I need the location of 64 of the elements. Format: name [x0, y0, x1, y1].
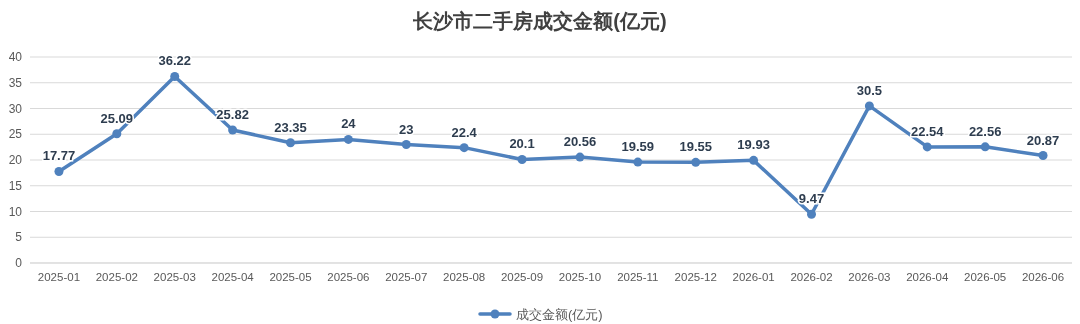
point — [1038, 151, 1048, 161]
y-tick-label: 35 — [8, 75, 23, 90]
point — [228, 125, 238, 135]
point — [401, 140, 411, 150]
y-tick-label: 40 — [8, 50, 23, 64]
point — [343, 134, 353, 144]
data-label: 22.56 — [968, 123, 1002, 139]
point — [807, 209, 816, 219]
x-tick-label: 2025-04 — [211, 271, 255, 283]
y-tick-label: 5 — [15, 230, 23, 245]
data-label: 25.82 — [216, 107, 249, 123]
x-tick-label: 2026-01 — [732, 271, 775, 283]
x-tick-label: 2025-01 — [37, 271, 81, 283]
data-label: 19.55 — [679, 139, 712, 155]
data-label: 19.93 — [737, 137, 770, 153]
point — [517, 154, 527, 164]
x-tick-label: 2025-07 — [385, 271, 428, 283]
point — [980, 142, 990, 152]
x-tick-label: 2025-09 — [500, 271, 544, 283]
x-tick-label: 2025-03 — [153, 271, 196, 283]
point — [286, 138, 295, 148]
x-tick-label: 2025-05 — [269, 271, 312, 283]
data-label: 20.1 — [509, 136, 535, 152]
x-tick-label: 2025-06 — [327, 271, 370, 283]
data-label: 30.5 — [856, 82, 883, 98]
data-label: 22.4 — [451, 124, 478, 140]
data-label: 17.77 — [42, 148, 76, 164]
data-label: 24 — [341, 116, 357, 132]
x-tick-label: 2026-03 — [848, 271, 891, 283]
y-tick-label: 25 — [8, 127, 23, 142]
data-label: 22.54 — [911, 123, 945, 139]
data-label: 19.59 — [621, 139, 655, 155]
x-tick-label: 2025-08 — [443, 271, 486, 283]
data-label: 20.56 — [563, 134, 597, 150]
point — [633, 157, 643, 167]
point — [54, 166, 64, 176]
x-tick-label: 2025-02 — [95, 271, 138, 283]
data-label: 36.22 — [158, 53, 191, 69]
data-label: 23.35 — [274, 119, 307, 135]
y-tick-label: 15 — [8, 178, 23, 193]
data-label: 20.87 — [1026, 132, 1060, 148]
point — [459, 143, 469, 153]
point — [170, 71, 180, 81]
point — [749, 155, 759, 165]
legend-label: 成交金额(亿元) — [516, 306, 603, 322]
point — [691, 157, 701, 167]
x-tick-label: 2026-02 — [790, 271, 833, 283]
x-tick-label: 2026-06 — [1021, 271, 1065, 283]
data-label: 25.09 — [100, 110, 134, 126]
x-tick-label: 2026-04 — [906, 271, 949, 283]
title: 长沙市二手房成交金额(亿元) — [413, 10, 667, 32]
y-tick-label: 20 — [8, 153, 23, 167]
x-tick-label: 2026-05 — [964, 271, 1007, 283]
point — [864, 101, 874, 111]
data-label: 23 — [399, 121, 414, 137]
point — [112, 129, 122, 139]
point — [575, 152, 585, 162]
point — [922, 142, 932, 152]
y-tick-label: 0 — [15, 256, 23, 270]
x-tick-label: 2025-10 — [558, 271, 602, 283]
y-tick-label: 10 — [8, 204, 23, 219]
y-tick-label: 30 — [8, 101, 23, 116]
x-tick-label: 2025-12 — [674, 271, 717, 283]
x-tick-label: 2025-11 — [617, 271, 659, 283]
